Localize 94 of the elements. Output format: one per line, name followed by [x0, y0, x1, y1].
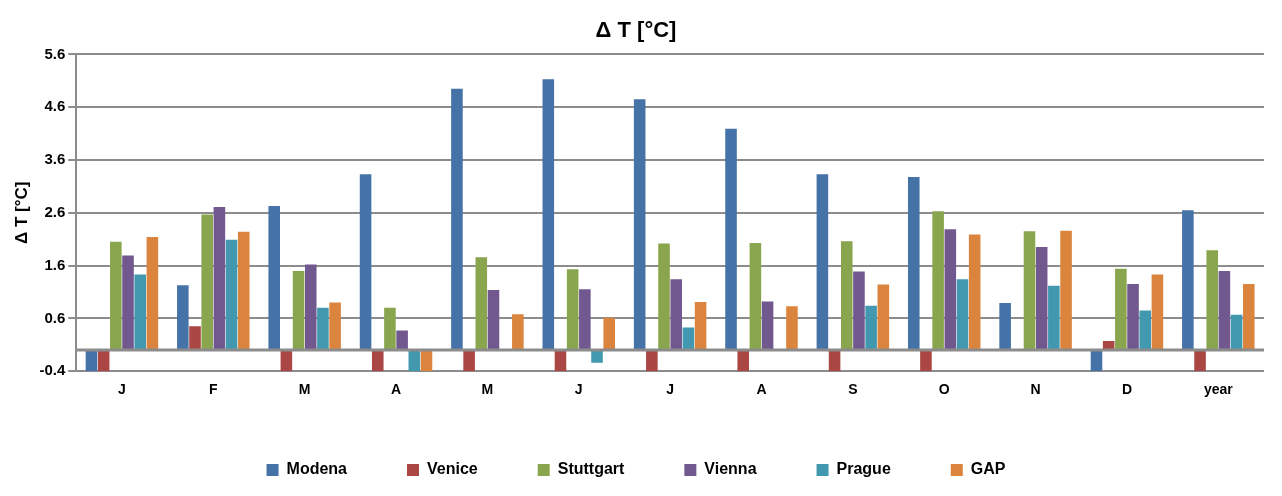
- y-tick-label: -0.4: [39, 361, 66, 379]
- bar: [213, 206, 226, 351]
- bar: [225, 239, 238, 351]
- bar: [633, 99, 646, 351]
- bar: [853, 271, 865, 351]
- bar: [816, 174, 829, 351]
- bar: [122, 255, 134, 351]
- chart-title: Δ T [°C]: [595, 17, 677, 43]
- bar: [177, 285, 189, 351]
- bar: [292, 270, 305, 351]
- bar: [201, 214, 213, 351]
- bar: [110, 241, 122, 351]
- bar: [371, 350, 384, 372]
- bar: [329, 302, 341, 351]
- bar: [1048, 285, 1060, 351]
- bar: [725, 128, 737, 351]
- bar: [749, 242, 762, 351]
- bar: [786, 306, 798, 351]
- bar: [658, 243, 670, 351]
- y-axis-title: Δ T [°C]: [11, 181, 31, 245]
- bar: [237, 231, 250, 351]
- bar: [146, 237, 159, 351]
- bar: [761, 301, 774, 351]
- bar: [694, 302, 707, 351]
- x-tick-label: M: [481, 381, 494, 398]
- bar: [134, 274, 146, 351]
- bar: [1151, 274, 1164, 351]
- bar: [1218, 270, 1231, 351]
- x-tick-label: J: [574, 381, 583, 398]
- bar: [682, 327, 695, 351]
- x-tick-label: S: [848, 381, 858, 398]
- bar: [396, 330, 408, 351]
- legend-label: GAP: [970, 460, 1006, 478]
- bar: [487, 289, 500, 351]
- bar: [1115, 268, 1127, 351]
- x-tick-label: J: [666, 381, 675, 398]
- bar: [1230, 314, 1243, 351]
- bar: [840, 241, 853, 351]
- bar: [463, 350, 475, 372]
- legend-label: Prague: [836, 460, 891, 478]
- x-tick-label: A: [390, 381, 402, 398]
- bar: [475, 257, 488, 351]
- bar: [1242, 284, 1255, 351]
- legend-label: Vienna: [704, 460, 757, 478]
- x-tick-label: N: [1030, 381, 1041, 398]
- bar: [907, 176, 920, 351]
- bar: [646, 350, 658, 372]
- x-tick-label: A: [756, 381, 767, 398]
- legend-label: Modena: [286, 460, 348, 478]
- bar: [968, 234, 981, 351]
- bar: [268, 205, 280, 351]
- y-tick-label: 3.6: [44, 150, 66, 168]
- bar: [999, 303, 1011, 351]
- bar: [304, 264, 317, 351]
- bar: [451, 88, 463, 351]
- bar: [670, 279, 682, 351]
- bar: [603, 317, 615, 351]
- legend-label: Stuttgart: [557, 460, 626, 478]
- bar: [1023, 231, 1036, 351]
- bar: [1060, 230, 1072, 351]
- bar: [920, 350, 932, 372]
- bar: [317, 307, 329, 351]
- y-tick-label: 5.6: [44, 44, 66, 62]
- bar: [1182, 210, 1194, 351]
- x-tick-label: D: [1121, 381, 1133, 398]
- y-tick-label: 0.6: [44, 308, 66, 326]
- bar: [1194, 350, 1206, 372]
- x-tick-label: year: [1203, 381, 1234, 398]
- bar: [189, 326, 201, 351]
- y-tick-label: 4.6: [44, 97, 66, 115]
- bar: [1035, 247, 1048, 351]
- bar: [566, 269, 579, 351]
- legend-label: Venice: [427, 460, 478, 478]
- x-tick-label: J: [118, 381, 126, 398]
- bar: [737, 350, 749, 372]
- bar: [359, 174, 372, 351]
- bar: [384, 307, 396, 351]
- bar: [956, 279, 969, 351]
- bar: [579, 289, 591, 351]
- y-tick-label: 1.6: [44, 255, 66, 273]
- bar: [512, 314, 524, 351]
- bar: [1127, 284, 1139, 351]
- bar: [1206, 250, 1219, 351]
- bar: [865, 305, 877, 351]
- bar: [932, 211, 944, 351]
- bar: [591, 350, 603, 363]
- bar: [944, 229, 957, 351]
- x-tick-label: F: [209, 381, 219, 398]
- bar: [542, 79, 555, 351]
- y-tick-label: 2.6: [44, 202, 66, 220]
- bar: [877, 284, 890, 351]
- x-tick-label: M: [298, 381, 311, 398]
- bar: [1139, 310, 1152, 351]
- x-tick-label: O: [938, 381, 950, 398]
